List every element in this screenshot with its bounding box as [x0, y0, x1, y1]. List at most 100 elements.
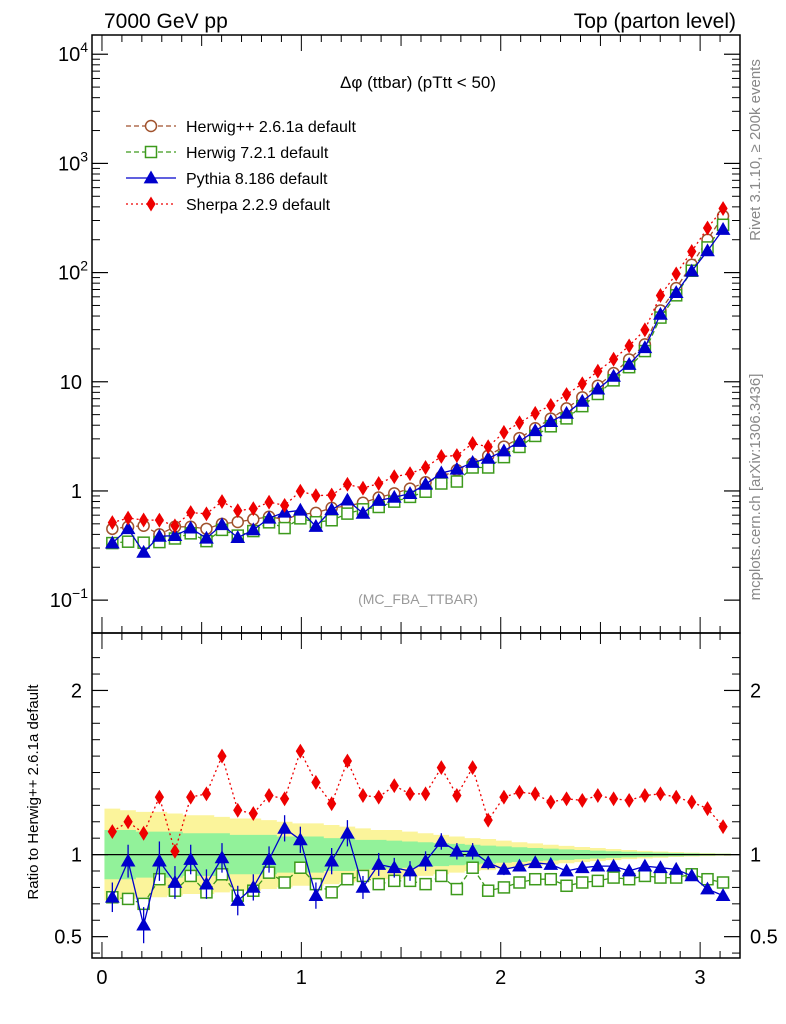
- ratio-data-point: [341, 872, 354, 886]
- ratio-y-axis-label: Ratio to Herwig++ 2.6.1a default: [25, 684, 42, 900]
- main-data-point: [295, 483, 305, 499]
- main-data-point: [653, 306, 668, 320]
- ratio-data-point: [624, 792, 634, 808]
- main-data-point: [702, 220, 713, 236]
- main-data-point: [606, 368, 621, 382]
- ratio-data-point: [167, 874, 183, 888]
- ratio-data-point: [355, 879, 371, 893]
- main-data-point: [386, 489, 402, 503]
- main-data-point: [231, 515, 245, 529]
- main-series-line: [112, 224, 724, 544]
- main-data-point: [152, 528, 167, 542]
- rivet-label: Rivet 3.1.10, ≥ 200k events: [747, 59, 764, 241]
- ratio-data-point: [576, 876, 589, 889]
- main-data-point: [136, 544, 152, 558]
- ratio-data-point: [340, 825, 355, 839]
- main-data-point: [358, 480, 368, 496]
- ratio-data-point: [512, 858, 527, 872]
- main-data-point: [637, 340, 653, 354]
- ratio-data-point: [374, 789, 384, 805]
- ratio-data-point: [324, 853, 340, 867]
- main-data-point: [183, 520, 199, 534]
- main-data-point: [449, 461, 465, 475]
- main-data-point: [559, 405, 574, 419]
- main-data-point: [671, 266, 681, 282]
- main-data-point: [543, 414, 559, 427]
- main-data-point: [120, 521, 136, 535]
- main-data-point: [715, 222, 731, 235]
- main-data-point: [261, 510, 277, 524]
- main-data-point: [217, 494, 227, 509]
- ratio-data-point: [560, 879, 573, 893]
- ratio-data-point: [543, 856, 559, 870]
- ratio-data-point: [577, 792, 587, 808]
- main-series-2: [104, 222, 731, 558]
- y-tick-label: 102: [58, 258, 88, 285]
- ratio-data-point: [308, 888, 324, 902]
- main-data-point: [655, 288, 666, 303]
- ratio-data-point: [481, 884, 495, 897]
- ratio-data-point: [450, 882, 464, 896]
- ratio-y-tick-label-right: 1: [750, 845, 761, 867]
- y-tick-label: 1: [71, 481, 82, 503]
- plot-title: Δφ (ttbar) (pTtt < 50): [340, 73, 496, 92]
- main-data-point: [450, 475, 464, 488]
- legend-marker: [144, 119, 158, 133]
- ratio-data-point: [261, 852, 277, 865]
- ratio-series-group: [104, 743, 731, 944]
- main-data-point: [483, 439, 493, 455]
- x-axis-ticks: 0 1 2 3: [96, 35, 721, 989]
- ratio-data-point: [638, 869, 652, 883]
- main-series-line: [111, 229, 724, 554]
- ratio-series-line: [112, 866, 724, 905]
- x-tick-label: 2: [495, 967, 506, 989]
- ratio-data-point: [170, 843, 180, 859]
- main-data-point: [167, 528, 183, 541]
- ratio-series-line: [111, 749, 724, 854]
- ratio-uncertainty-bands: [92, 808, 740, 901]
- ratio-data-point: [668, 861, 684, 875]
- main-data-point: [402, 486, 418, 500]
- main-data-point: [687, 244, 697, 259]
- main-series-3: [107, 201, 728, 534]
- ratio-data-point: [405, 786, 415, 802]
- ratio-data-point: [199, 876, 214, 890]
- ratio-data-point: [371, 856, 387, 870]
- main-data-point: [245, 522, 261, 536]
- main-data-point: [530, 405, 540, 421]
- main-data-point: [311, 488, 321, 504]
- main-data-point: [405, 466, 415, 482]
- ratio-data-point: [496, 861, 512, 875]
- ratio-data-point: [715, 888, 731, 902]
- main-data-point: [121, 535, 135, 548]
- main-data-point: [624, 338, 634, 354]
- ratio-data-point: [718, 819, 728, 835]
- ratio-data-point: [233, 802, 243, 818]
- ratio-data-point: [419, 877, 432, 891]
- main-data-point: [278, 521, 291, 535]
- ratio-data-point: [154, 789, 165, 805]
- main-data-point: [480, 450, 496, 464]
- ratio-series-1: [104, 815, 731, 944]
- ratio-data-point: [183, 852, 199, 865]
- ratio-data-point: [468, 760, 478, 776]
- ratio-data-point: [608, 791, 619, 807]
- ratio-data-point: [640, 788, 650, 803]
- main-data-point: [170, 518, 180, 534]
- main-y-axis-ticks: 10−1 1 10 102 103 104: [50, 39, 740, 612]
- ratio-data-point: [311, 774, 321, 790]
- y-tick-label: 103: [58, 148, 88, 175]
- ratio-data-point: [435, 869, 448, 883]
- x-tick-label: 3: [695, 967, 706, 989]
- ratio-data-point: [436, 760, 446, 776]
- main-data-point: [341, 507, 354, 520]
- ratio-data-point: [654, 871, 667, 884]
- main-data-point: [355, 505, 371, 519]
- ratio-y-tick-label: 2: [71, 680, 82, 702]
- main-data-point: [700, 243, 715, 257]
- ratio-data-point: [513, 876, 526, 889]
- main-data-point: [199, 530, 214, 544]
- legend-marker: [146, 196, 156, 212]
- main-data-point: [574, 393, 590, 407]
- main-data-point: [496, 443, 512, 457]
